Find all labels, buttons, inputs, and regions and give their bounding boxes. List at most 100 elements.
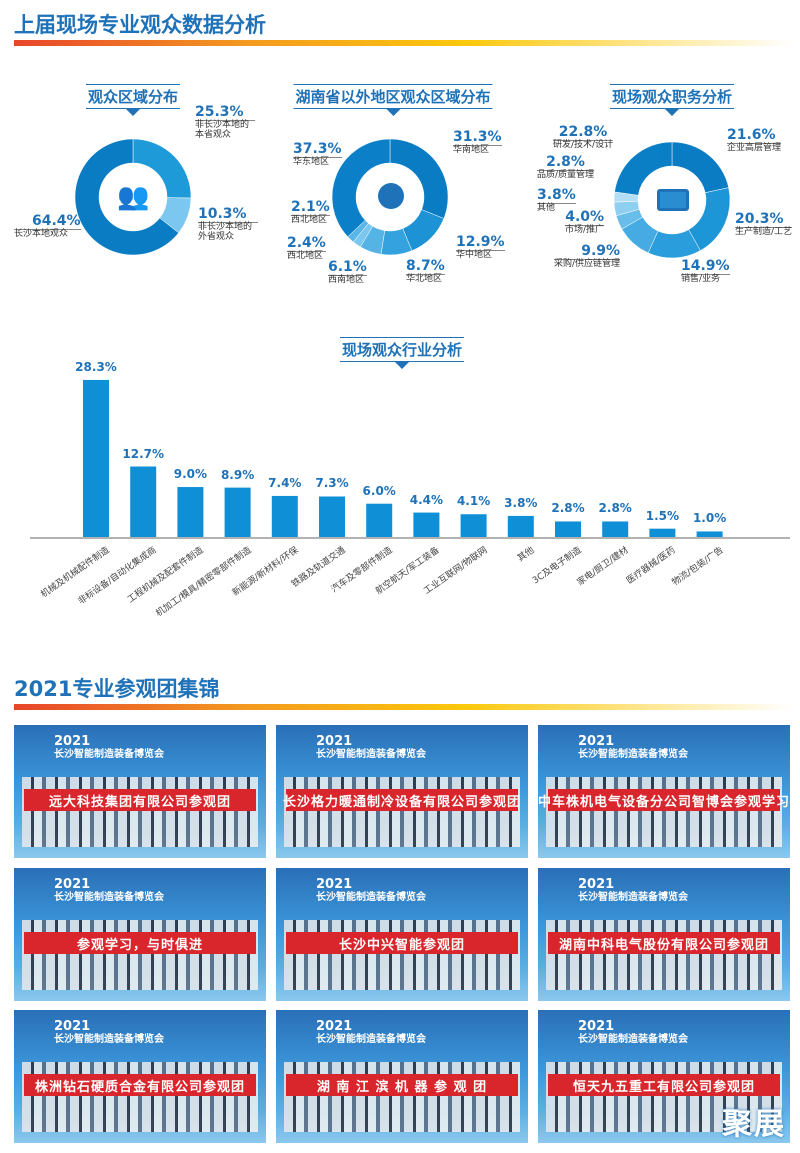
bar-4 xyxy=(271,495,298,537)
bar-12 xyxy=(649,528,676,537)
d2-label-3: 6.1% 西南地区 xyxy=(328,259,367,286)
bar-8 xyxy=(460,514,487,537)
group-banner: 参观学习，与时俱进 xyxy=(24,932,256,954)
bar-2 xyxy=(177,487,204,537)
people-group-icon: 👥 xyxy=(117,182,150,212)
group-banner: 远大科技集团有限公司参观团 xyxy=(24,789,256,811)
d1-label-1: 10.3% 非长沙本地的外省观众 xyxy=(198,206,258,243)
people xyxy=(546,777,782,847)
group-banner: 湖南中科电气股份有限公司参观团 xyxy=(548,932,780,954)
expo-backdrop: 2021 长沙智能制造装备博览会 xyxy=(578,877,688,904)
d3-label-6: 2.8% 品质/质量管理 xyxy=(537,154,595,181)
d2-label-1: 12.9% 华中地区 xyxy=(456,234,505,261)
group-photo: 2021 长沙智能制造装备博览会中车株机电气设备分公司智博会参观学习 xyxy=(538,725,790,858)
bar-value-label: 6.0% xyxy=(362,483,396,498)
donut3-slice-0 xyxy=(671,141,729,194)
section-title-groups: 2021专业参观团集锦 xyxy=(14,677,220,701)
bar-value-label: 7.3% xyxy=(315,476,349,491)
juzhan-logo: 聚展 xyxy=(722,1107,786,1142)
bar-value-label: 7.4% xyxy=(268,475,302,490)
expo-backdrop: 2021 长沙智能制造装备博览会 xyxy=(316,877,426,904)
donut2-slice-0 xyxy=(389,138,449,219)
title-underline xyxy=(14,40,794,46)
bar-9 xyxy=(507,515,534,537)
bar-6 xyxy=(366,503,393,537)
bar-value-label: 2.8% xyxy=(598,501,632,516)
d3-label-5: 3.8% 其他 xyxy=(537,187,576,214)
expo-backdrop: 2021 长沙智能制造装备博览会 xyxy=(578,734,688,761)
bar-value-label: 12.7% xyxy=(122,446,165,461)
expo-backdrop: 2021 长沙智能制造装备博览会 xyxy=(54,734,164,761)
briefcase-icon xyxy=(657,189,689,211)
people xyxy=(284,1062,520,1132)
group-photo: 2021 长沙智能制造装备博览会长沙格力暖通制冷设备有限公司参观团 xyxy=(276,725,528,858)
bar-value-label: 8.9% xyxy=(220,467,255,482)
group-banner: 株洲钻石硬质合金有限公司参观团 xyxy=(24,1074,256,1096)
bar-value-label: 28.3% xyxy=(75,359,117,374)
expo-backdrop: 2021 长沙智能制造装备博览会 xyxy=(54,1019,164,1046)
title-underline-2 xyxy=(14,704,794,710)
people xyxy=(22,1062,258,1132)
d3-label-3: 9.9% 采购/供应链管理 xyxy=(554,243,621,270)
expo-backdrop: 2021 长沙智能制造装备博览会 xyxy=(316,734,426,761)
globe-icon xyxy=(378,183,404,209)
group-banner: 长沙格力暖通制冷设备有限公司参观团 xyxy=(283,789,520,811)
group-photo: 2021 长沙智能制造装备博览会株洲钻石硬质合金有限公司参观团 xyxy=(14,1010,266,1143)
group-banner: 恒天九五重工有限公司参观团 xyxy=(548,1074,780,1096)
donut2-slice-6 xyxy=(331,138,391,238)
people xyxy=(284,920,520,990)
bar-value-label: 1.0% xyxy=(692,511,727,526)
people xyxy=(22,777,258,847)
group-banner: 长沙中兴智能参观团 xyxy=(286,932,518,954)
group-photo: 2021 长沙智能制造装备博览会长沙中兴智能参观团 xyxy=(276,868,528,1001)
bar-7 xyxy=(413,512,440,537)
d2-label-5: 2.1% 西北地区 xyxy=(291,199,330,226)
bar-11 xyxy=(602,521,629,537)
d2-label-4: 2.4% 西北地区 xyxy=(287,235,326,262)
bar-1 xyxy=(130,466,157,537)
expo-backdrop: 2021 长沙智能制造装备博览会 xyxy=(54,877,164,904)
group-banner: 中车株机电气设备分公司智博会参观学习 xyxy=(538,789,789,811)
bar-0 xyxy=(83,379,109,537)
section-title-analysis: 上届现场专业观众数据分析 xyxy=(14,13,266,37)
d1-label-2: 64.4% 长沙本地观众 xyxy=(14,213,81,240)
donut1-title: 观众区域分布 xyxy=(85,84,181,116)
donut1-slice-2 xyxy=(74,138,179,256)
people xyxy=(546,920,782,990)
bar-title: 现场观众行业分析 xyxy=(339,337,465,369)
group-photo: 2021 长沙智能制造装备博览会远大科技集团有限公司参观团 xyxy=(14,725,266,858)
expo-backdrop: 2021 长沙智能制造装备博览会 xyxy=(578,1019,688,1046)
group-photo: 2021 长沙智能制造装备博览会参观学习，与时俱进 xyxy=(14,868,266,1001)
people xyxy=(284,777,520,847)
charts-canvas xyxy=(30,138,790,539)
d2-label-0: 31.3% 华南地区 xyxy=(453,129,502,156)
donut3-title: 现场观众职务分析 xyxy=(609,84,735,116)
d3-label-2: 14.9% 销售/业务 xyxy=(681,258,730,285)
bar-value-label: 2.8% xyxy=(551,501,585,516)
bar-value-label: 3.8% xyxy=(504,495,538,510)
group-photo: 2021 长沙智能制造装备博览会湖 南 江 滨 机 器 参 观 团 xyxy=(276,1010,528,1143)
donut3-slice-7 xyxy=(614,141,673,196)
group-banner: 湖 南 江 滨 机 器 参 观 团 xyxy=(286,1074,518,1096)
d3-label-7: 22.8% 研发/技术/设计 xyxy=(553,124,614,151)
d1-label-0: 25.3% 非长沙本地的本省观众 xyxy=(195,104,255,141)
group-photo: 2021 长沙智能制造装备博览会恒天九五重工有限公司参观团 xyxy=(538,1010,790,1143)
group-photo: 2021 长沙智能制造装备博览会湖南中科电气股份有限公司参观团 xyxy=(538,868,790,1001)
bar-5 xyxy=(319,496,345,537)
bar-3 xyxy=(224,487,251,537)
d3-label-1: 20.3% 生产制造/工艺 xyxy=(735,211,793,238)
bar-10 xyxy=(555,521,581,537)
d2-label-6: 37.3% 华东地区 xyxy=(293,141,342,168)
people xyxy=(22,920,258,990)
bar-value-label: 4.1% xyxy=(456,494,491,509)
bar-value-label: 1.5% xyxy=(645,508,680,523)
d3-label-0: 21.6% 企业高层管理 xyxy=(727,127,782,154)
donut2-title: 湖南省以外地区观众区域分布 xyxy=(293,84,493,116)
people xyxy=(546,1062,782,1132)
bar-value-label: 9.0% xyxy=(173,467,208,482)
expo-backdrop: 2021 长沙智能制造装备博览会 xyxy=(316,1019,426,1046)
d2-label-2: 8.7% 华北地区 xyxy=(406,258,445,285)
d3-label-4: 4.0% 市场/推广 xyxy=(565,209,605,236)
bar-value-label: 4.4% xyxy=(409,492,444,507)
bar-13 xyxy=(696,531,723,537)
